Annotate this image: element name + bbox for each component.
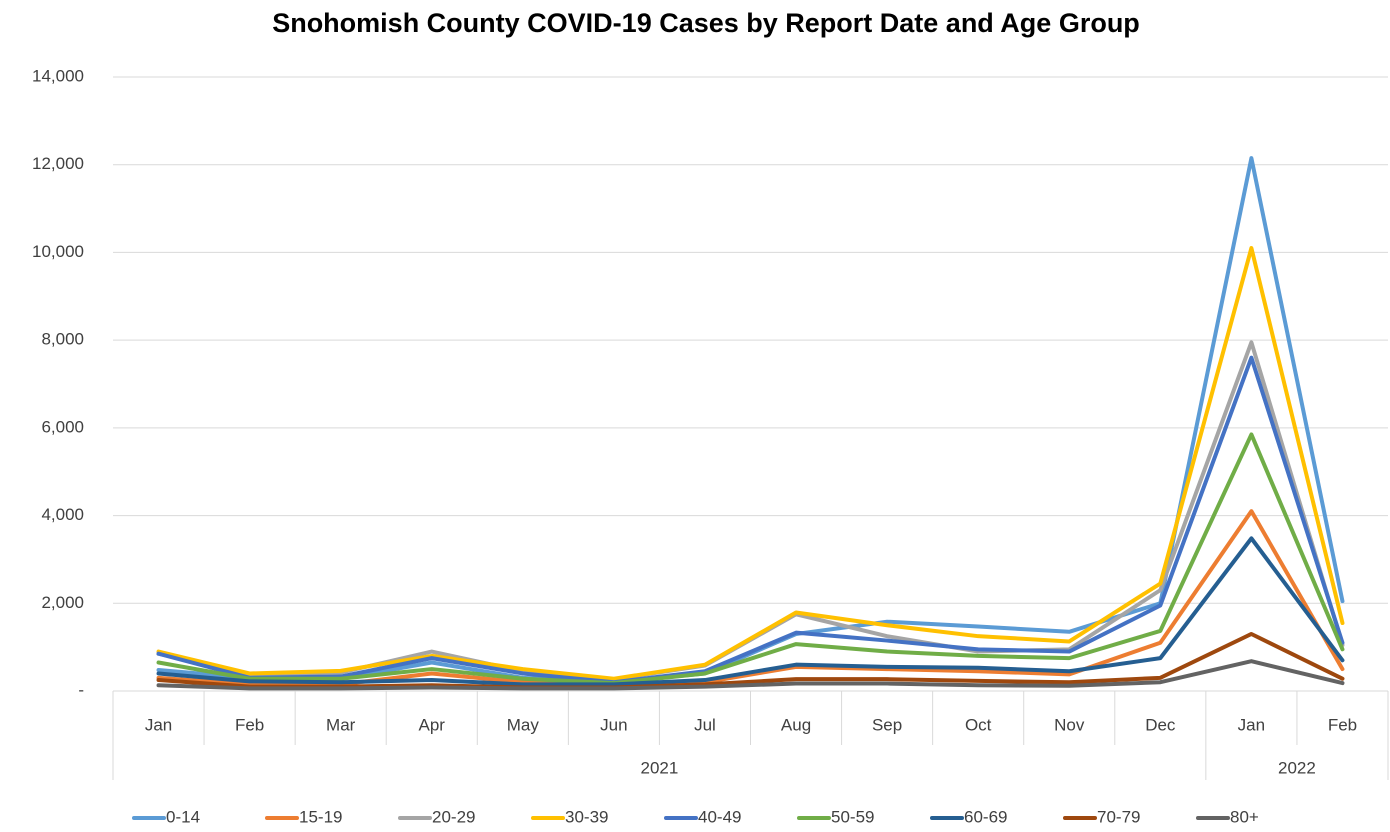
y-tick-label: 14,000: [32, 66, 84, 85]
legend-label: 0-14: [166, 807, 200, 826]
y-tick-label: 12,000: [32, 154, 84, 173]
legend-label: 80+: [1230, 807, 1259, 826]
legend-label: 15-19: [299, 807, 342, 826]
legend-label: 30-39: [565, 807, 608, 826]
x-tick-label: Jan: [1238, 715, 1265, 734]
y-tick-label: -: [78, 680, 84, 699]
x-tick-label: Jul: [694, 715, 716, 734]
x-group-label: 2021: [641, 758, 679, 777]
x-tick-label: Jan: [145, 715, 172, 734]
x-tick-label: Apr: [419, 715, 446, 734]
x-tick-label: Feb: [235, 715, 264, 734]
y-tick-label: 10,000: [32, 242, 84, 261]
series-line: [156, 246, 1345, 681]
x-tick-label: Aug: [781, 715, 811, 734]
legend-label: 60-69: [964, 807, 1007, 826]
x-group-label: 2022: [1278, 758, 1316, 777]
legend-label: 20-29: [432, 807, 475, 826]
y-tick-label: 6,000: [41, 417, 84, 436]
y-tick-label: 4,000: [41, 505, 84, 524]
y-tick-label: 8,000: [41, 330, 84, 349]
series-line: [156, 659, 1345, 691]
series-line: [156, 536, 1345, 687]
y-tick-label: 2,000: [41, 593, 84, 612]
legend-label: 50-59: [831, 807, 874, 826]
legend-label: 40-49: [698, 807, 741, 826]
legend-label: 70-79: [1097, 807, 1140, 826]
x-tick-label: Jun: [600, 715, 627, 734]
x-tick-label: May: [507, 715, 540, 734]
chart-title: Snohomish County COVID-19 Cases by Repor…: [272, 8, 1140, 38]
series-line: [156, 340, 1345, 682]
x-tick-label: Feb: [1328, 715, 1357, 734]
series-line: [156, 355, 1345, 685]
x-tick-label: Mar: [326, 715, 356, 734]
x-tick-label: Sep: [872, 715, 902, 734]
series-line: [156, 432, 1345, 686]
x-tick-label: Nov: [1054, 715, 1085, 734]
x-tick-label: Dec: [1145, 715, 1176, 734]
x-tick-label: Oct: [965, 715, 992, 734]
